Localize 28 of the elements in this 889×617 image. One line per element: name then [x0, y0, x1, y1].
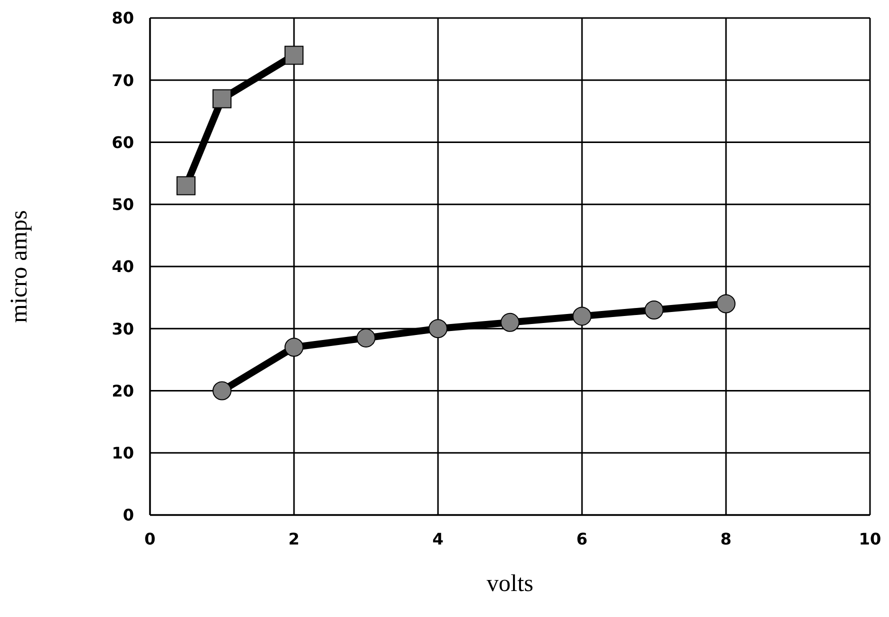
point [716, 294, 736, 314]
point [500, 312, 520, 332]
x-tick-label: 8 [720, 529, 732, 548]
y-tick-label: 30 [112, 319, 134, 338]
y-tick-label: 10 [112, 444, 134, 463]
y-tick-label: 60 [112, 132, 134, 152]
x-tick-label: 2 [288, 529, 300, 548]
y-axis-title: micro amps [6, 210, 33, 323]
point [644, 300, 664, 320]
x-tick-label: 0 [144, 529, 156, 548]
x-tick-label: 10 [858, 529, 882, 548]
x-tick-label: 6 [576, 529, 588, 548]
y-tick-label: 80 [112, 8, 134, 28]
x-axis-title: volts [486, 571, 534, 597]
point [428, 319, 448, 338]
y-tick-label: 20 [112, 381, 134, 400]
y-tick-label: 40 [112, 257, 134, 276]
point [284, 338, 304, 357]
x-tick-label: 4 [432, 529, 444, 548]
point [356, 328, 376, 348]
point [572, 306, 592, 326]
y-tick-label: 50 [112, 195, 134, 214]
y-tick-label: 0 [122, 506, 134, 525]
point [284, 46, 304, 65]
y-tick-label: 70 [112, 70, 134, 90]
point [212, 89, 232, 108]
point [176, 176, 196, 196]
point [212, 381, 232, 400]
